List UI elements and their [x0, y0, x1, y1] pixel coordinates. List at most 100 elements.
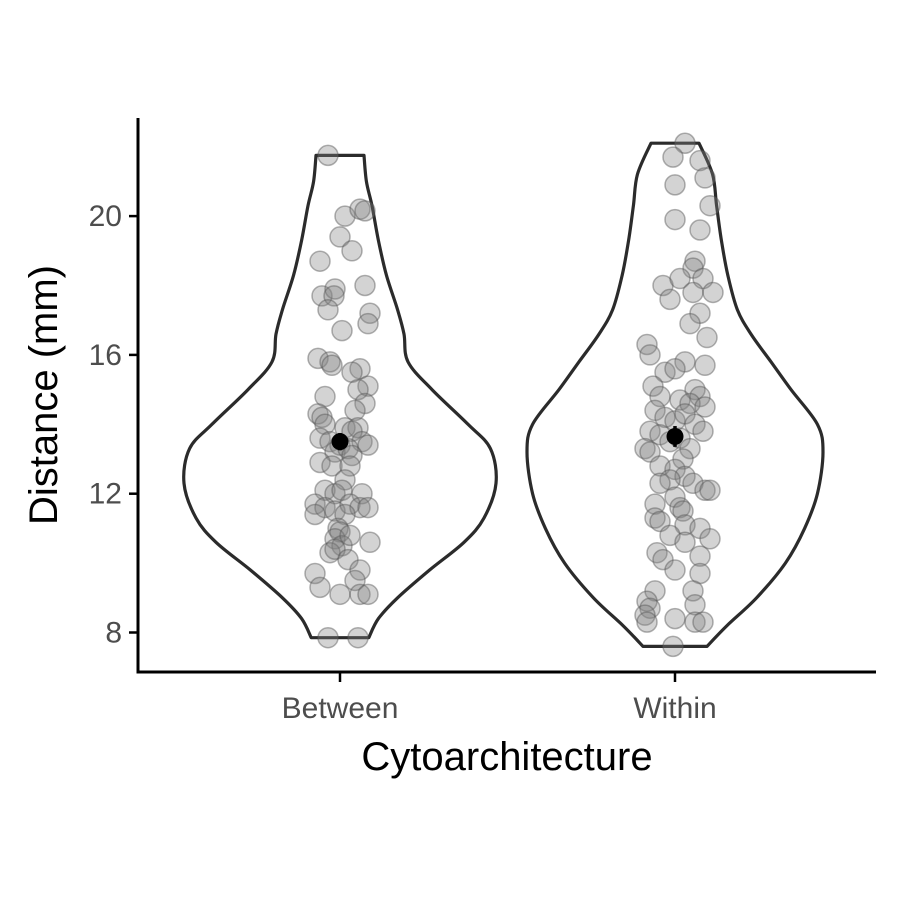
data-point — [331, 479, 353, 501]
data-point — [674, 403, 696, 425]
violin-layer — [182, 141, 825, 648]
data-point — [349, 198, 371, 220]
data-point — [347, 417, 369, 439]
data-point — [319, 351, 341, 373]
data-point — [317, 626, 339, 649]
data-point — [682, 580, 704, 602]
data-point — [674, 132, 696, 154]
data-point — [664, 559, 686, 581]
data-point — [354, 392, 376, 415]
data-point — [694, 354, 716, 377]
data-point — [324, 538, 346, 560]
data-point — [644, 507, 666, 529]
data-point — [689, 149, 711, 172]
data-point — [662, 146, 684, 168]
data-point — [664, 208, 686, 231]
data-point — [351, 482, 373, 505]
data-point — [341, 444, 363, 467]
data-point — [639, 420, 661, 442]
data-point — [357, 434, 379, 456]
data-point — [682, 257, 704, 279]
data-point — [684, 378, 706, 401]
points-layer — [304, 132, 724, 658]
violin-between — [182, 153, 498, 640]
data-point — [357, 496, 379, 519]
data-point — [349, 496, 371, 519]
data-point — [664, 486, 686, 508]
data-point — [689, 219, 711, 241]
data-point — [689, 517, 711, 540]
data-point — [324, 528, 346, 550]
data-point — [329, 226, 351, 248]
data-point — [317, 299, 339, 321]
data-point — [696, 326, 718, 349]
data-point — [636, 590, 658, 613]
data-point — [699, 528, 721, 550]
data-point — [347, 378, 369, 401]
x-axis-title: Cytoarchitecture — [361, 735, 652, 779]
data-point — [692, 420, 714, 442]
data-point — [702, 281, 724, 304]
data-point — [357, 312, 379, 335]
data-point — [634, 604, 656, 626]
y-tick-label: 12 — [89, 478, 122, 511]
data-point — [664, 607, 686, 630]
data-point — [349, 583, 371, 606]
data-point — [639, 344, 661, 366]
data-point — [634, 437, 656, 460]
data-point — [646, 541, 668, 564]
data-point — [649, 385, 671, 408]
mean-layer — [331, 426, 684, 451]
data-point — [669, 496, 691, 519]
data-point — [311, 285, 333, 307]
data-point — [636, 611, 658, 633]
data-point — [359, 531, 381, 554]
data-point — [652, 548, 674, 571]
data-point — [334, 205, 356, 227]
data-point — [323, 285, 345, 307]
data-point — [689, 545, 711, 567]
data-point — [317, 144, 339, 167]
data-point — [654, 361, 676, 383]
data-point — [307, 347, 329, 370]
data-point — [311, 406, 333, 429]
data-point — [324, 278, 346, 300]
data-point — [644, 399, 666, 422]
data-point — [669, 267, 691, 290]
data-point — [329, 521, 351, 543]
data-point — [692, 267, 714, 290]
data-point — [694, 479, 716, 501]
data-point — [662, 635, 684, 658]
y-ticks: 8 12 16 20 — [89, 200, 138, 650]
data-point — [674, 465, 696, 488]
data-point — [339, 493, 361, 515]
data-point — [321, 354, 343, 377]
data-point — [649, 472, 671, 495]
data-point — [309, 576, 331, 599]
data-point — [684, 611, 706, 633]
data-point — [679, 312, 701, 335]
data-point — [359, 302, 381, 325]
data-point — [689, 385, 711, 408]
data-point — [684, 250, 706, 272]
data-point — [357, 583, 379, 606]
data-point — [659, 469, 681, 491]
data-point — [319, 541, 341, 564]
data-point — [642, 375, 664, 397]
data-point — [664, 358, 686, 380]
data-point — [314, 385, 336, 408]
data-point — [659, 524, 681, 547]
data-point — [349, 358, 371, 380]
data-point — [679, 437, 701, 460]
data-point — [649, 455, 671, 477]
data-point — [339, 455, 361, 477]
data-point — [654, 406, 676, 429]
data-point — [644, 580, 666, 602]
data-point — [694, 167, 716, 189]
data-point — [304, 503, 326, 526]
data-point — [689, 302, 711, 325]
mean-marker — [331, 433, 349, 451]
data-point — [309, 451, 331, 474]
data-point — [307, 403, 329, 425]
data-point — [354, 274, 376, 297]
